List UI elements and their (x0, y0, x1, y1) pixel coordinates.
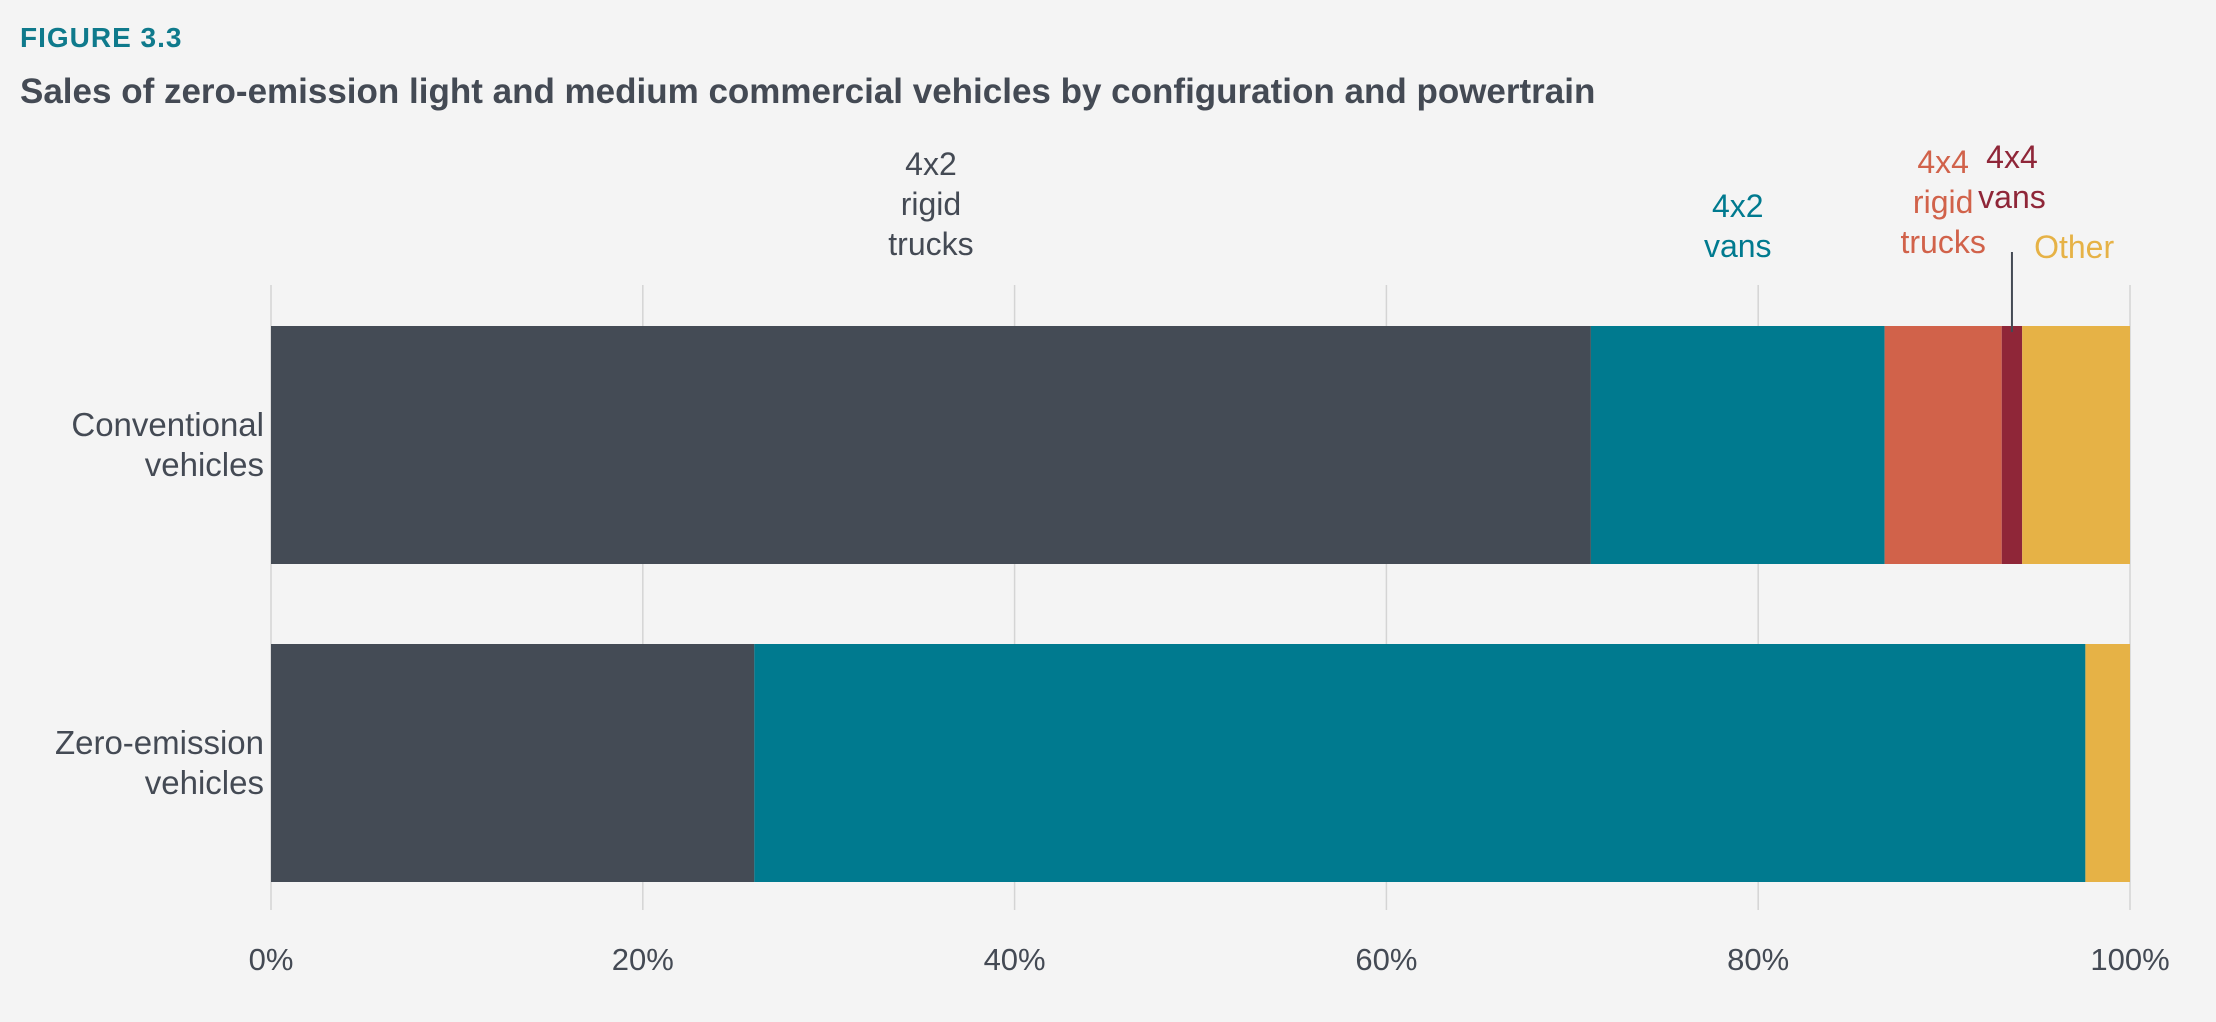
bar-segment (754, 644, 2086, 882)
series-label: 4x2 (905, 146, 957, 182)
x-tick-label: 40% (984, 942, 1046, 977)
x-tick-label: 0% (249, 942, 294, 977)
category-label: vehicles (145, 764, 264, 801)
series-labels: 4x2rigidtrucks4x2vans4x4rigidtrucks4x4va… (888, 139, 2114, 332)
category-label: Zero-emission (55, 724, 264, 761)
figure-label: FIGURE 3.3 (20, 22, 183, 53)
x-tick-label: 80% (1727, 942, 1789, 977)
bar-segment (2022, 326, 2130, 564)
category-label: vehicles (145, 446, 264, 483)
category-label: Conventional (71, 406, 264, 443)
bar-segment (1884, 326, 2002, 564)
series-label: vans (1704, 228, 1772, 264)
bars (271, 326, 2130, 882)
series-label: rigid (1913, 184, 1973, 220)
series-label: Other (2034, 229, 2114, 265)
x-tick-label: 60% (1355, 942, 1417, 977)
series-label: 4x2 (1712, 188, 1764, 224)
x-tick-labels: 0% 20% 40% 60% 80% 100% (249, 942, 2170, 977)
series-label: vans (1978, 179, 2046, 215)
series-label: 4x4 (1917, 144, 1969, 180)
x-tick-label: 100% (2090, 942, 2169, 977)
series-label: trucks (1900, 224, 1985, 260)
chart-title: Sales of zero-emission light and medium … (20, 72, 1596, 111)
x-tick-label: 20% (612, 942, 674, 977)
bar-segment (1590, 326, 1885, 564)
bar-segment (271, 644, 755, 882)
bar-segment (271, 326, 1591, 564)
series-label: 4x4 (1986, 139, 2038, 175)
series-label: trucks (888, 226, 973, 262)
category-labels: ConventionalvehiclesZero-emissionvehicle… (55, 406, 264, 801)
bar-segment (2085, 644, 2130, 882)
bar-segment (2001, 326, 2023, 564)
series-label: rigid (901, 186, 961, 222)
